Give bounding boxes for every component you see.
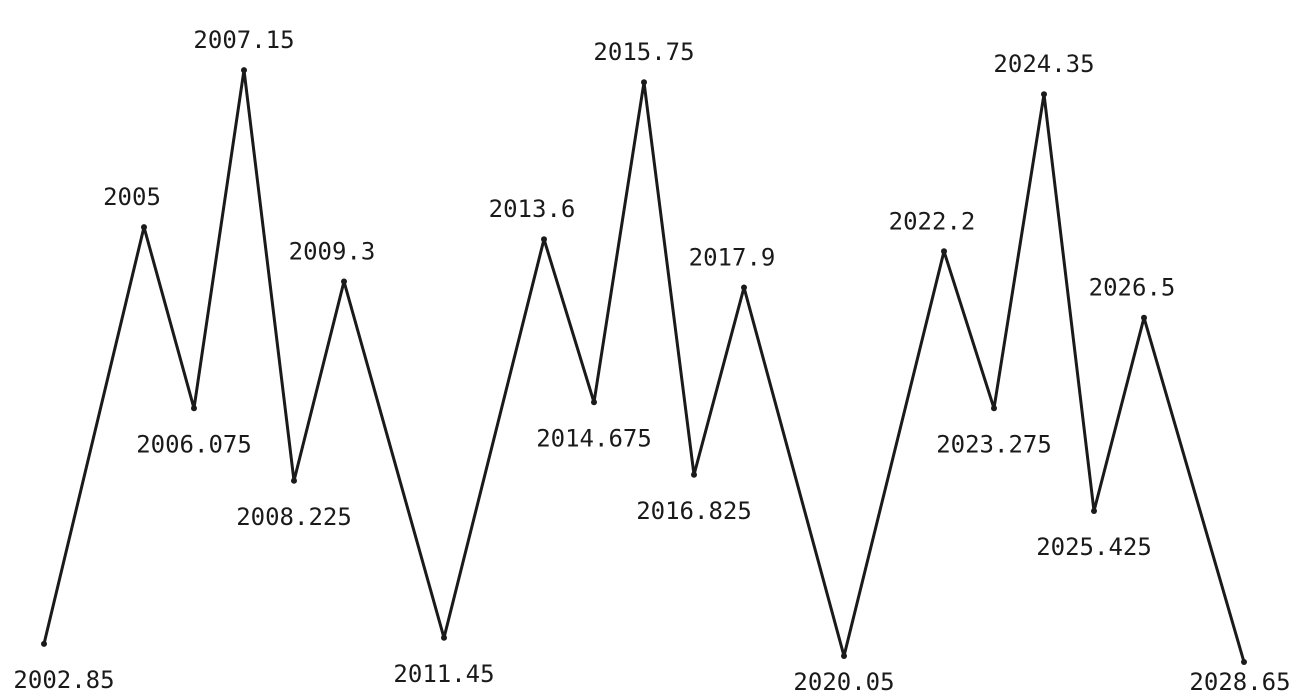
data-label: 2014.675 — [536, 424, 652, 452]
data-point — [691, 471, 697, 478]
series-line-layer — [41, 67, 1247, 665]
data-label: 2002.85 — [13, 666, 114, 694]
data-point — [641, 79, 647, 86]
data-label: 2011.45 — [393, 660, 494, 688]
data-point — [841, 653, 847, 659]
data-point — [991, 405, 997, 412]
data-point — [941, 248, 947, 255]
data-point — [1141, 314, 1147, 321]
data-point — [1241, 659, 1247, 665]
data-label: 2005 — [103, 183, 161, 211]
data-label: 2025.425 — [1036, 533, 1152, 561]
data-label: 2013.6 — [489, 195, 576, 223]
data-point — [591, 399, 597, 406]
data-point — [341, 278, 347, 285]
data-label: 2028.65 — [1189, 668, 1290, 696]
data-label: 2008.225 — [236, 503, 352, 531]
data-point — [41, 640, 47, 647]
data-point — [441, 634, 447, 641]
data-point — [141, 224, 147, 231]
data-point — [1091, 508, 1097, 514]
data-label: 2020.05 — [793, 668, 894, 696]
data-point — [741, 284, 747, 291]
data-label: 2015.75 — [593, 38, 694, 66]
data-label: 2022.2 — [889, 207, 976, 235]
data-point — [541, 236, 547, 243]
data-label: 2007.15 — [193, 26, 294, 54]
data-label: 2006.075 — [136, 430, 252, 458]
data-label: 2009.3 — [289, 238, 376, 266]
data-label: 2017.9 — [689, 244, 776, 272]
data-point — [241, 67, 247, 74]
data-point — [191, 405, 197, 412]
data-point — [291, 477, 297, 484]
data-label: 2016.825 — [636, 497, 752, 525]
data-point — [1041, 91, 1047, 98]
series-line — [42, 68, 1246, 664]
data-label: 2023.275 — [936, 430, 1052, 458]
data-label: 2024.35 — [993, 50, 1094, 78]
data-label-layer: 2002.85 2005 2006.075 2007.15 2008.225 2009.3… — [13, 26, 1290, 696]
data-label: 2026.5 — [1089, 274, 1176, 302]
